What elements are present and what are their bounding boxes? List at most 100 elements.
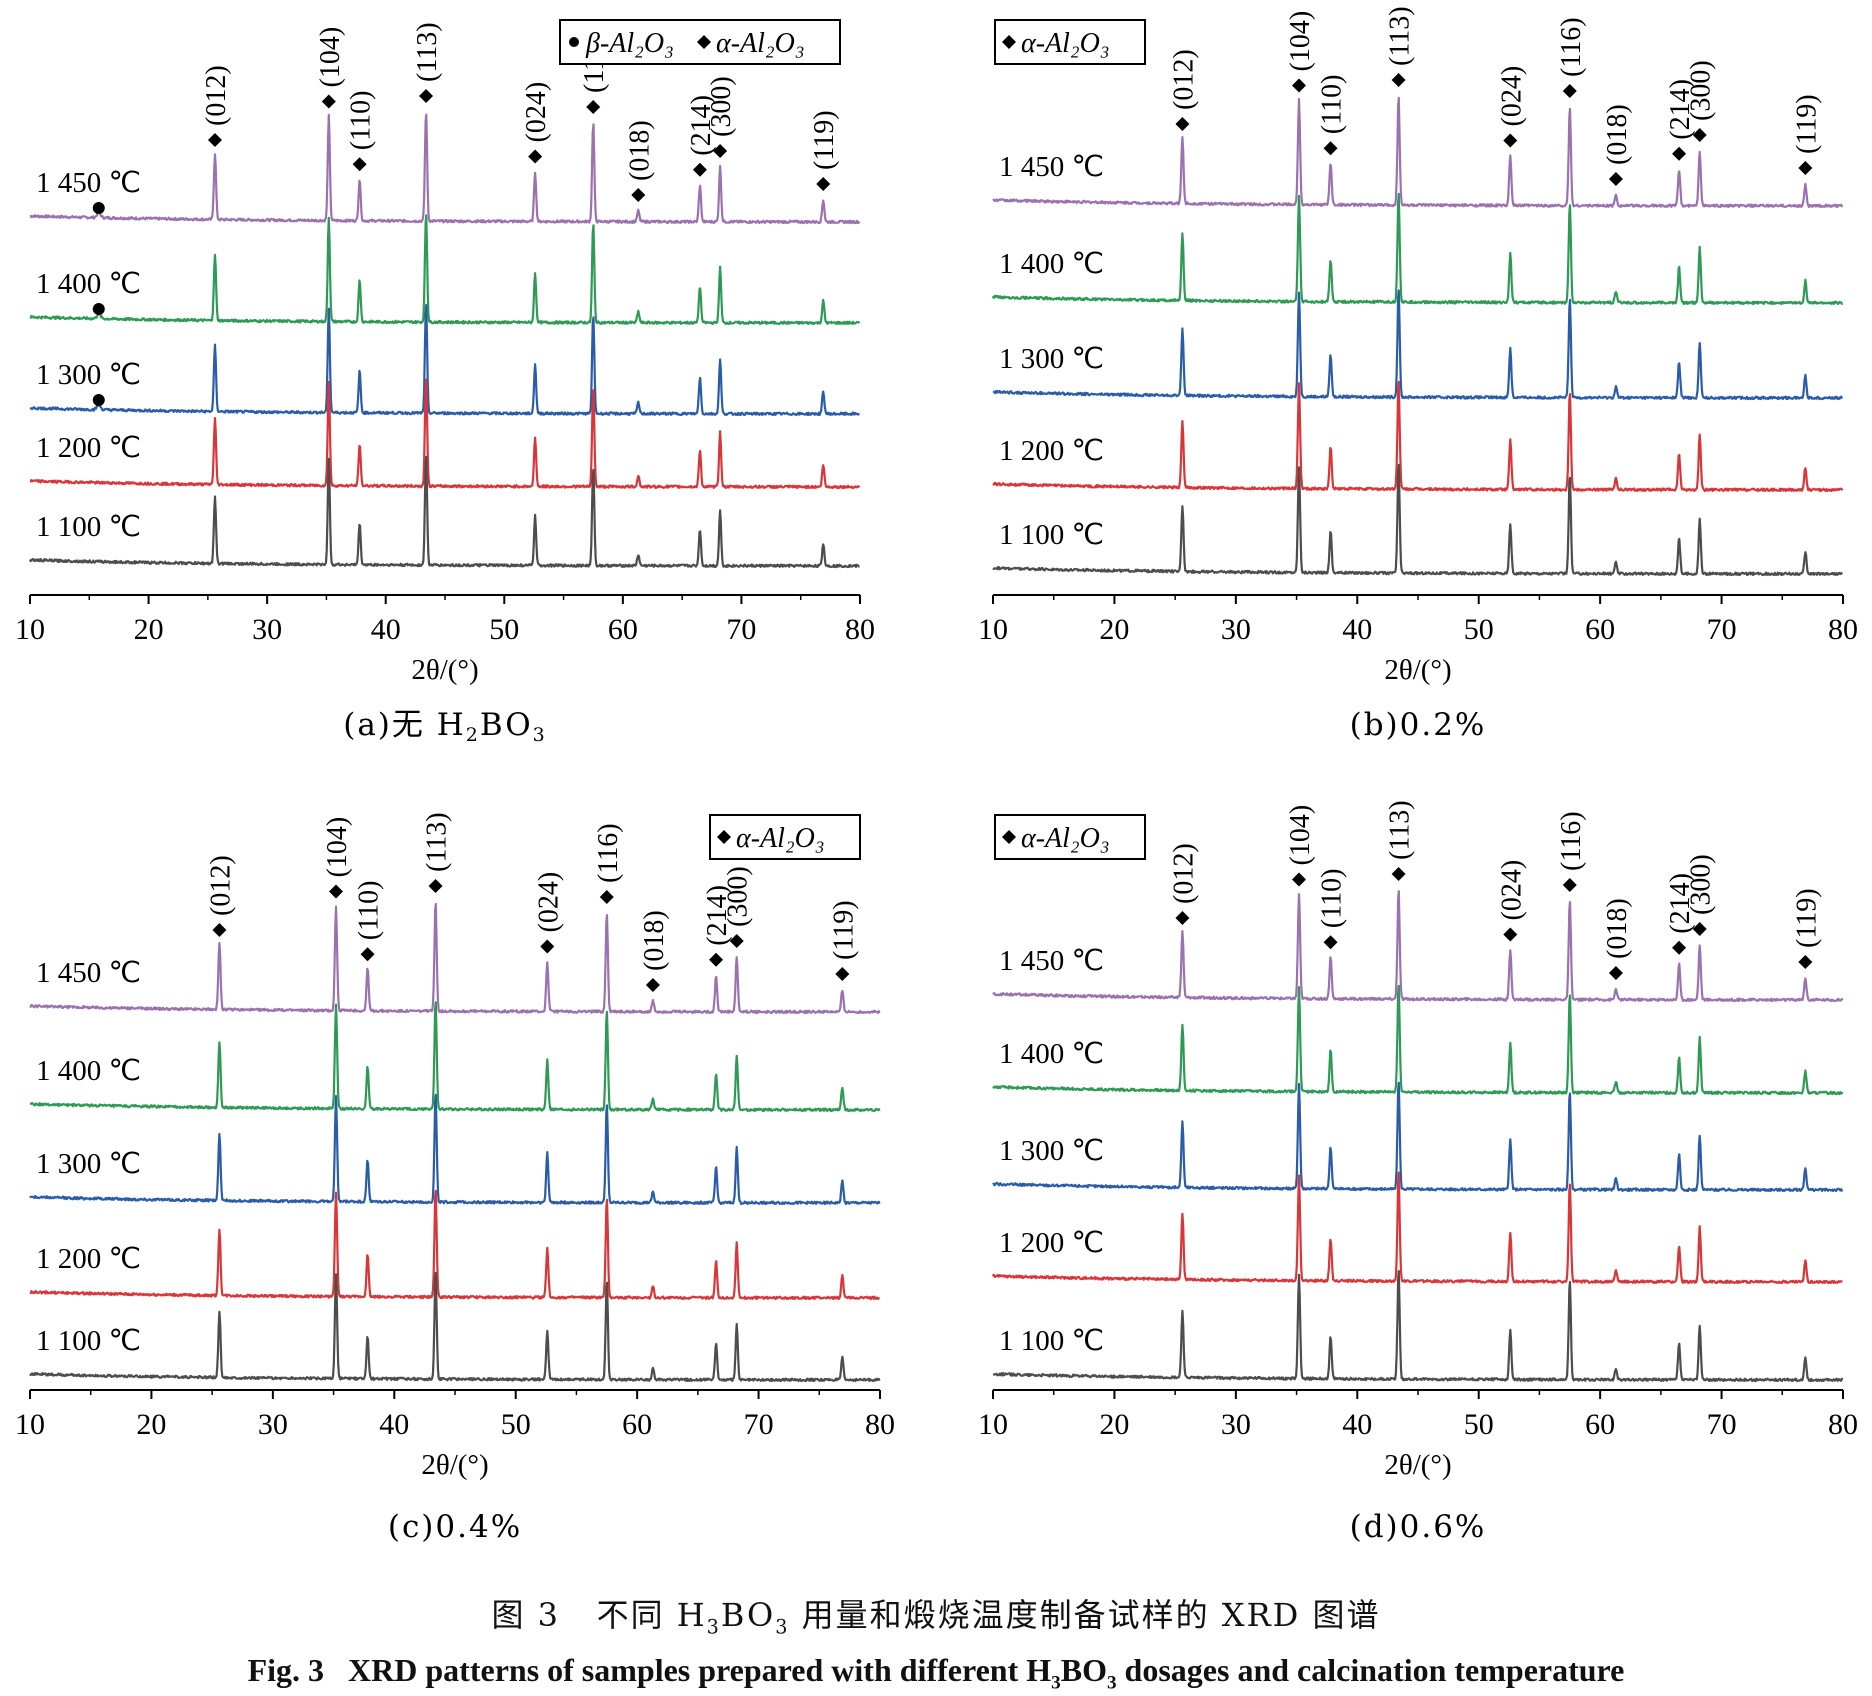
series-label: 1 100 ℃: [36, 1325, 141, 1357]
series-label: 1 400 ℃: [999, 248, 1104, 280]
alpha-peak-marker: [1798, 955, 1813, 969]
series-line-1450: [992, 890, 1844, 1003]
series-line-1100: [29, 1271, 881, 1383]
alpha-peak-marker: [1692, 128, 1707, 142]
peak-hkl-label: (104): [1285, 11, 1316, 72]
series-line-1400: [991, 192, 1844, 306]
alpha-peak-marker: [835, 967, 850, 981]
alpha-peak-marker: [1323, 141, 1338, 156]
caption-en-prefix: Fig. 3: [247, 1652, 325, 1688]
series-label: 1 450 ℃: [999, 151, 1104, 183]
peak-hkl-label: (018): [639, 910, 670, 971]
x-tick-label: 70: [726, 613, 756, 646]
x-tick-label: 20: [1099, 1408, 1129, 1441]
peak-hkl-label: (116): [1556, 811, 1587, 871]
series-label: 1 200 ℃: [36, 1243, 141, 1275]
alpha-peak-marker: [709, 952, 724, 967]
x-tick-label: 70: [1707, 613, 1737, 646]
alpha-peak-marker: [360, 947, 375, 962]
x-tick-label: 60: [1585, 613, 1615, 646]
legend-alpha-marker: [1002, 830, 1016, 844]
alpha-peak-marker: [419, 89, 434, 103]
caption-cn-mid: BO: [720, 1596, 776, 1634]
x-tick-label: 50: [501, 1408, 531, 1441]
peak-hkl-label: (214): [686, 95, 717, 156]
peak-hkl-label: (113): [1385, 6, 1416, 66]
series-label: 1 200 ℃: [36, 432, 141, 464]
alpha-peak-marker: [729, 934, 744, 948]
series-line-1100: [28, 455, 860, 569]
panel-label: (a)无 H2BO3: [343, 707, 547, 746]
legend-box: [709, 814, 861, 860]
legend-entry: α-Al₂O₃: [716, 28, 805, 59]
caption-cn-sub2: 3: [775, 1615, 790, 1639]
series-line-1200: [29, 378, 861, 490]
series-line-1400: [29, 1001, 881, 1113]
peak-hkl-label: (104): [1285, 805, 1316, 866]
caption-en-mid: BO: [1060, 1652, 1107, 1688]
caption-cn-before: 不同 H: [596, 1596, 707, 1634]
figure-caption-cn: 图 3 不同 H3BO3 用量和煅烧温度制备试样的 XRD 图谱: [0, 1590, 1872, 1638]
peak-hkl-label: (300): [723, 866, 754, 927]
alpha-peak-marker: [212, 923, 227, 937]
legend-alpha-marker: [697, 35, 711, 49]
x-tick-label: 60: [608, 613, 638, 646]
x-tick-label: 50: [1464, 613, 1494, 646]
x-tick-label: 30: [1221, 613, 1251, 646]
x-tick-label: 10: [15, 613, 45, 646]
legend-entry: β-Al₂O₃: [585, 28, 674, 59]
x-tick-label: 60: [622, 1408, 652, 1441]
peak-hkl-label: (119): [828, 900, 859, 960]
caption-cn-sub1: 3: [706, 1615, 721, 1639]
alpha-peak-marker: [645, 978, 660, 992]
caption-cn-after: 用量和煅烧温度制备试样的 XRD 图谱: [789, 1596, 1381, 1634]
legend-box: [994, 814, 1146, 860]
x-axis-label: 2θ/(°): [421, 1449, 488, 1481]
alpha-peak-marker: [1672, 146, 1687, 161]
series-label: 1 200 ℃: [999, 1227, 1104, 1259]
alpha-peak-marker: [1608, 172, 1623, 186]
peak-hkl-label: (116): [593, 823, 624, 883]
peak-hkl-label: (024): [1496, 66, 1527, 127]
legend-alpha-marker: [1002, 35, 1016, 49]
series-line-1450: [29, 902, 881, 1015]
alpha-peak-marker: [713, 144, 728, 158]
xrd-panel-c: 10 20 30 40 50 60 70 80 2θ/(°) (c)0.4% 1 450 ℃ 1 40…: [15, 812, 895, 1545]
peak-hkl-label: (018): [1602, 104, 1633, 165]
series-line-1450: [29, 113, 861, 225]
series-label: 1 100 ℃: [999, 1325, 1104, 1357]
x-tick-label: 40: [371, 613, 401, 646]
x-tick-label: 30: [258, 1408, 288, 1441]
series-line-1300: [29, 303, 860, 417]
caption-cn-prefix: 图 3: [491, 1596, 561, 1634]
alpha-peak-marker: [428, 879, 443, 893]
series-line-1200: [992, 1171, 1843, 1285]
alpha-peak-marker: [1175, 911, 1190, 925]
peak-hkl-label: (113): [422, 812, 453, 872]
peak-hkl-label: (110): [1317, 869, 1348, 929]
legend-box: [994, 19, 1146, 65]
x-tick-label: 20: [1099, 613, 1129, 646]
peak-hkl-label: (104): [322, 817, 353, 878]
alpha-peak-marker: [1323, 935, 1338, 950]
alpha-peak-marker: [599, 890, 614, 904]
alpha-peak-marker: [1292, 872, 1306, 887]
x-tick-label: 40: [1342, 613, 1372, 646]
peak-hkl-label: (300): [706, 76, 737, 137]
legend-entry: α-Al₂O₃: [1021, 823, 1110, 854]
series-label: 1 400 ℃: [36, 1055, 141, 1087]
peak-hkl-label: (300): [1686, 854, 1717, 915]
series-label: 1 200 ℃: [999, 435, 1104, 467]
x-tick-label: 70: [744, 1408, 774, 1441]
x-tick-label: 10: [15, 1408, 45, 1441]
x-tick-label: 10: [978, 613, 1008, 646]
series-line-1400: [29, 214, 861, 326]
legend-entry: α-Al₂O₃: [736, 823, 825, 854]
series-line-1200: [29, 1189, 881, 1301]
peak-hkl-label: (024): [533, 872, 564, 933]
peak-hkl-label: (110): [346, 91, 377, 151]
alpha-peak-marker: [321, 94, 336, 109]
series-label: 1 450 ℃: [999, 945, 1104, 977]
panel-label: (b)0.2%: [1350, 707, 1487, 743]
